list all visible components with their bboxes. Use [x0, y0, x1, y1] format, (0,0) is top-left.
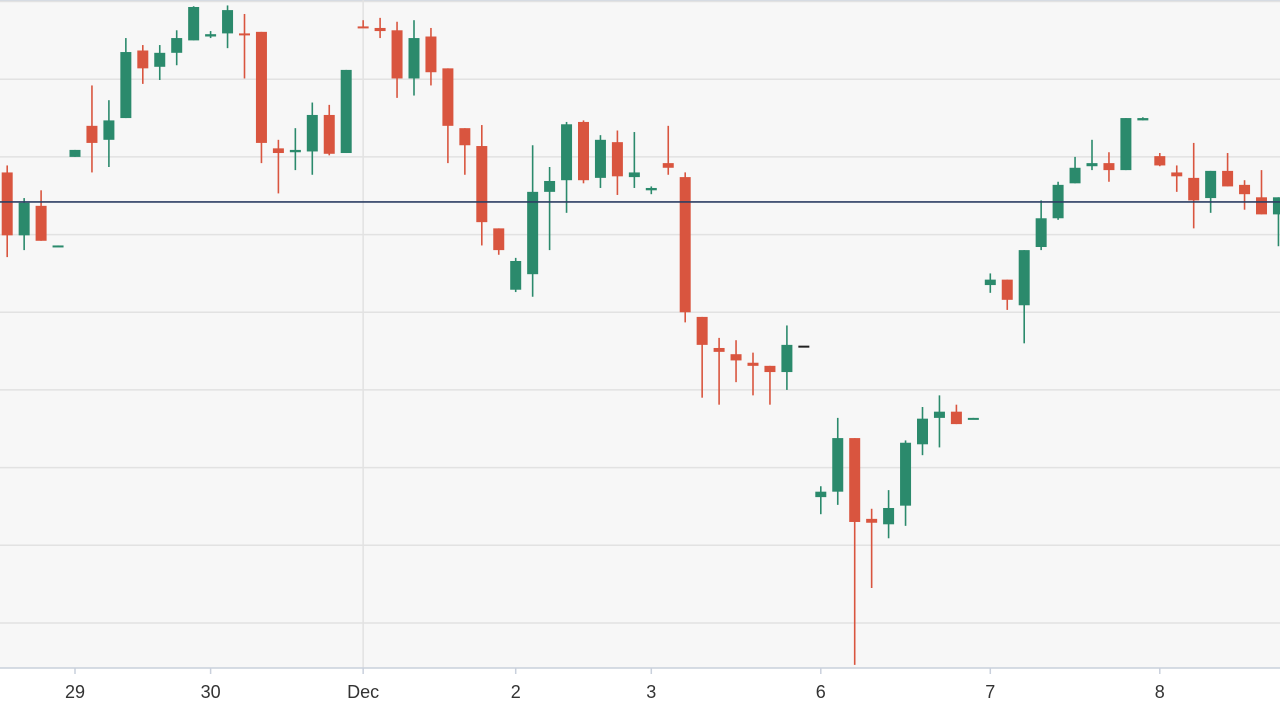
candle-body	[459, 128, 471, 146]
candle-body	[391, 30, 403, 79]
candle-body	[1069, 167, 1081, 184]
x-tick-label: 30	[201, 682, 221, 702]
candle-body	[408, 38, 420, 79]
candle-body	[611, 142, 623, 177]
x-tick-label: 8	[1155, 682, 1165, 702]
candle-body	[425, 36, 437, 73]
candle-body	[1188, 177, 1200, 201]
candle-body	[1239, 184, 1251, 195]
candle-body	[933, 411, 945, 418]
candle-body	[900, 442, 912, 506]
candle-body	[645, 187, 657, 191]
candle-body	[35, 205, 47, 241]
x-tick-label: 6	[816, 682, 826, 702]
x-tick-label: 3	[646, 682, 656, 702]
candle-body	[188, 6, 200, 41]
candle-body	[340, 69, 352, 154]
candle-body	[984, 279, 996, 286]
candle-body	[1154, 156, 1166, 166]
candle-body	[357, 26, 369, 29]
candle-body	[1001, 279, 1013, 300]
candle-body	[1256, 197, 1267, 215]
candle-body	[1103, 163, 1115, 171]
candle-body	[476, 146, 488, 223]
candle-body	[120, 52, 132, 119]
candle-body	[374, 27, 386, 32]
candle-body	[798, 345, 810, 348]
candle-body	[628, 172, 640, 178]
candle-body	[713, 347, 725, 352]
candle-body	[662, 163, 674, 168]
candle-body	[696, 316, 708, 345]
candle-body	[442, 68, 454, 126]
candle-body	[103, 120, 115, 140]
candle-body	[18, 202, 30, 236]
candle-body	[1035, 218, 1047, 248]
x-tick-label: Dec	[347, 682, 379, 702]
candle-body	[815, 491, 827, 498]
candle-body	[1086, 163, 1098, 167]
candle-body	[154, 52, 166, 67]
candle-body	[967, 417, 979, 420]
candle-body	[781, 344, 793, 373]
candle-body	[86, 125, 98, 143]
candle-body	[679, 177, 691, 313]
candle-body	[764, 365, 776, 373]
candle-body	[1018, 250, 1030, 306]
candle-body	[306, 114, 318, 152]
candle-body	[222, 10, 234, 34]
candle-body	[137, 50, 149, 69]
candle-body	[239, 33, 250, 36]
candle-body	[730, 354, 742, 361]
candle-body	[747, 362, 759, 366]
candle-body	[52, 245, 64, 248]
candle-body	[1222, 170, 1234, 187]
candle-body	[561, 124, 573, 181]
candle-body	[510, 260, 522, 290]
candle-body	[883, 507, 895, 525]
candle-body	[1120, 118, 1132, 171]
candle-body	[1205, 170, 1217, 199]
candle-body	[578, 121, 589, 181]
candle-body	[272, 148, 284, 154]
candle-body	[1137, 118, 1149, 121]
candle-body	[69, 149, 81, 157]
x-tick-label: 7	[985, 682, 995, 702]
candle-body	[594, 139, 606, 178]
candle-body	[289, 149, 301, 153]
candle-body	[493, 228, 505, 251]
candle-body	[1272, 197, 1280, 215]
candle-body	[950, 411, 962, 425]
candle-body	[171, 38, 183, 53]
candle-body	[255, 31, 267, 143]
candle-body	[323, 114, 335, 154]
candle-body	[205, 34, 217, 37]
candle-body	[866, 518, 878, 523]
candle-body	[917, 418, 928, 445]
plot-background	[0, 0, 1280, 668]
candle-body	[1171, 172, 1183, 177]
x-tick-label: 29	[65, 682, 85, 702]
candle-body	[832, 438, 844, 492]
candle-body	[1, 172, 13, 236]
candle-body	[544, 180, 556, 192]
candle-body	[527, 191, 539, 275]
x-tick-label: 2	[511, 682, 521, 702]
candle-body	[849, 438, 861, 522]
